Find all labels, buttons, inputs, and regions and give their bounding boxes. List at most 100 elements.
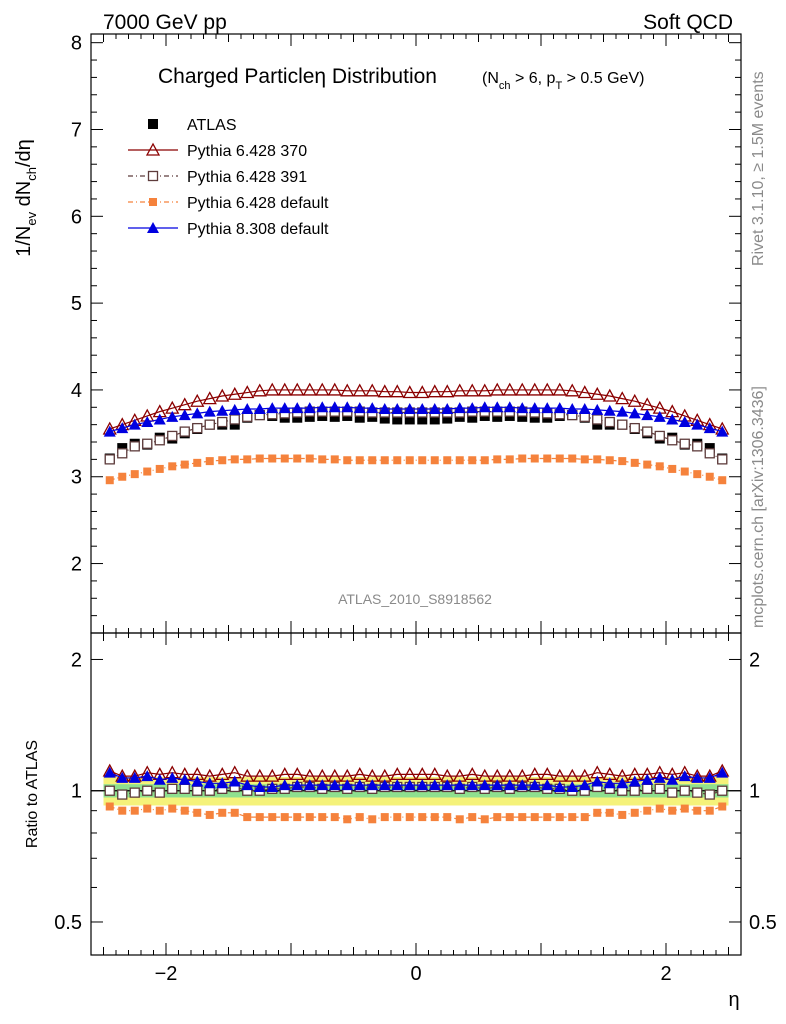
data-point-pythia-6-428-370 [590, 386, 605, 400]
ratio-point-pythia-8-308-default [616, 777, 629, 789]
ratio-plot-panel: 0.5 0.5 1 1 2 2 −2 0 2 Ratio to ATLAS η [24, 632, 777, 1011]
data-point-pythia-6-428-391 [592, 414, 603, 425]
data-point-pythia-6-428-391 [179, 426, 190, 437]
data-point-pythia-6-428-370 [390, 384, 405, 398]
data-point-pythia-6-428-default [155, 464, 164, 473]
data-point-pythia-6-428-default [580, 455, 589, 464]
series-line-pythia-6-428-default [109, 457, 723, 481]
data-point-pythia-8-308-default [503, 401, 516, 413]
ratio-point-pythia-8-308-default [203, 777, 216, 789]
data-point-pythia-8-308-default [678, 416, 691, 428]
data-point-atlas [392, 414, 403, 425]
data-point-pythia-6-428-370 [365, 383, 380, 397]
data-point-atlas [467, 412, 478, 423]
ratio-y-tick-label: 0.5 [54, 912, 82, 934]
ratio-point-pythia-8-308-default [566, 780, 579, 792]
ratio-point-pythia-6-428-391 [117, 789, 128, 800]
data-point-pythia-8-308-default [153, 413, 166, 425]
data-point-pythia-6-428-default [418, 456, 427, 465]
data-point-pythia-6-428-default [468, 456, 477, 465]
ratio-point-pythia-8-308-default [553, 780, 566, 792]
data-point-pythia-6-428-370 [327, 382, 342, 396]
data-point-pythia-6-428-391 [229, 414, 240, 425]
data-point-pythia-6-428-default [443, 456, 452, 465]
ratio-point-pythia-8-308-default [178, 773, 191, 785]
ratio-y-tick-label-right: 0.5 [749, 912, 777, 934]
data-point-pythia-6-428-391 [604, 416, 615, 428]
ratio-point-pythia-6-428-default [405, 813, 414, 822]
ratio-point-pythia-6-428-391 [192, 785, 203, 796]
ratio-point-pythia-8-308-default [191, 775, 204, 787]
data-point-pythia-6-428-default [180, 460, 189, 469]
data-point-pythia-6-428-370 [265, 382, 280, 396]
data-point-pythia-8-308-default [378, 403, 391, 415]
data-point-pythia-6-428-default [493, 455, 502, 464]
ratio-axes: 0.5 0.5 1 1 2 2 −2 0 2 [54, 633, 777, 985]
ratio-point-pythia-6-428-default [118, 806, 127, 815]
ratio-point-pythia-8-308-default [328, 779, 341, 791]
ratio-point-pythia-8-308-default [653, 771, 666, 783]
data-point-pythia-8-308-default [641, 409, 654, 421]
data-point-pythia-6-428-370 [552, 382, 567, 396]
ratio-point-pythia-8-308-default [641, 773, 654, 785]
ratio-point-pythia-6-428-default [455, 815, 464, 824]
y-tick-label: 5 [71, 293, 82, 315]
data-point-pythia-6-428-370 [377, 384, 392, 398]
data-point-pythia-8-308-default [141, 416, 154, 428]
ratio-point-pythia-6-428-391 [667, 787, 678, 798]
ratio-point-pythia-8-308-default [453, 779, 466, 791]
data-point-pythia-6-428-default [380, 456, 389, 465]
ratio-data-marks [102, 763, 730, 824]
ratio-point-pythia-6-428-default [193, 808, 202, 817]
data-point-atlas [354, 412, 365, 423]
ratio-point-pythia-6-428-default [493, 813, 502, 822]
ratio-point-pythia-6-428-default [205, 810, 214, 819]
ratio-point-pythia-8-308-default [503, 779, 516, 791]
data-point-pythia-6-428-391 [217, 416, 228, 428]
data-point-pythia-8-308-default [166, 410, 179, 422]
data-point-pythia-6-428-default [118, 472, 127, 481]
data-point-pythia-6-428-default [130, 470, 139, 479]
ratio-point-pythia-8-308-default [628, 775, 641, 787]
data-point-pythia-6-428-370 [202, 391, 217, 405]
ratio-point-pythia-8-308-default [666, 773, 679, 785]
data-point-pythia-6-428-391 [117, 448, 128, 459]
header-left-text: 7000 GeV pp [103, 11, 227, 34]
data-point-pythia-8-308-default [128, 418, 141, 430]
data-point-pythia-6-428-391 [654, 430, 665, 442]
ratio-point-pythia-6-428-default [355, 813, 364, 822]
ratio-point-pythia-6-428-391 [104, 785, 115, 796]
ratio-point-pythia-8-308-default [516, 779, 529, 791]
data-point-atlas [404, 414, 415, 425]
ratio-point-pythia-6-428-default [530, 813, 539, 822]
data-point-pythia-6-428-370 [415, 385, 430, 399]
ratio-point-pythia-6-428-default [218, 808, 227, 817]
ratio-point-pythia-8-308-default [166, 771, 179, 783]
ratio-point-pythia-6-428-default [230, 808, 239, 817]
legend-label-atlas: ATLAS [187, 117, 237, 134]
data-point-pythia-6-428-default [343, 456, 352, 465]
ratio-point-pythia-8-308-default [591, 775, 604, 787]
ratio-point-pythia-6-428-default [180, 806, 189, 815]
data-point-pythia-6-428-370 [627, 393, 642, 407]
data-point-atlas [529, 412, 540, 423]
data-point-pythia-6-428-default [505, 455, 514, 464]
data-point-pythia-8-308-default [528, 402, 541, 414]
ratio-point-pythia-8-308-default [216, 777, 229, 789]
data-point-pythia-8-308-default [653, 410, 666, 422]
main-axes: 2 3 4 5 6 7 8 [71, 33, 741, 634]
ratio-point-pythia-8-308-default [141, 770, 154, 782]
data-point-pythia-6-428-default [543, 454, 552, 463]
data-point-pythia-6-428-default [393, 456, 402, 465]
ratio-point-pythia-6-428-default [418, 813, 427, 822]
ratio-point-pythia-8-308-default [391, 779, 404, 791]
data-point-pythia-6-428-default [455, 456, 464, 465]
ratio-point-pythia-6-428-default [680, 804, 689, 813]
x-tick-label: 2 [660, 963, 671, 985]
ratio-point-pythia-6-428-default [518, 813, 527, 822]
data-point-pythia-6-428-370 [440, 384, 455, 398]
data-point-pythia-6-428-391 [192, 422, 203, 434]
data-point-atlas [292, 412, 303, 423]
ratio-point-pythia-8-308-default [303, 779, 316, 791]
data-point-pythia-6-428-370 [240, 385, 255, 399]
